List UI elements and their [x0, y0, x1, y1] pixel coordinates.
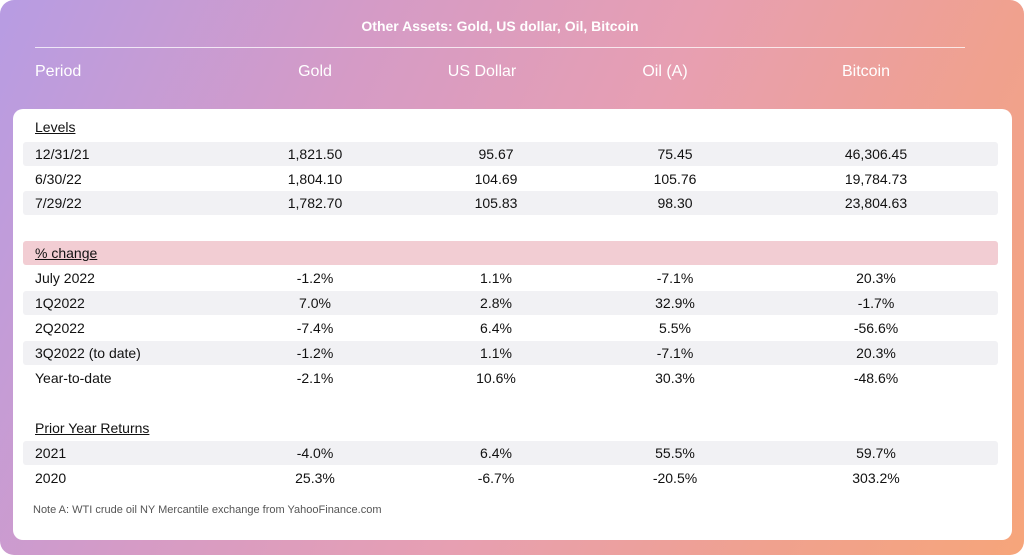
gold-value: 1,821.50	[287, 146, 343, 162]
table-row: 2Q2022 -7.4% 6.4% 5.5% -56.6%	[23, 316, 998, 340]
section-header-percent-change: % change	[23, 241, 998, 265]
us-dollar-value: 1.1%	[480, 270, 512, 286]
us-dollar-value: -6.7%	[477, 470, 515, 486]
oil-value: 105.76	[653, 171, 697, 187]
bitcoin-value: 20.3%	[856, 270, 896, 286]
us-dollar-value: 10.6%	[476, 370, 516, 386]
table-row: 3Q2022 (to date) -1.2% 1.1% -7.1% 20.3%	[23, 341, 998, 365]
oil-value: 30.3%	[655, 370, 695, 386]
bitcoin-value: 303.2%	[852, 470, 900, 486]
us-dollar-value: 105.83	[474, 195, 518, 211]
gold-value: -4.0%	[296, 445, 334, 461]
table-row: 12/31/21 1,821.50 95.67 75.45 46,306.45	[23, 142, 998, 166]
row-label: 12/31/21	[35, 146, 90, 162]
table-title: Other Assets: Gold, US dollar, Oil, Bitc…	[361, 18, 639, 34]
bitcoin-value: 23,804.63	[844, 195, 908, 211]
header-bitcoin: Bitcoin	[841, 63, 891, 80]
gold-value: 7.0%	[299, 295, 331, 311]
us-dollar-value: 6.4%	[480, 445, 512, 461]
oil-value: -20.5%	[652, 470, 698, 486]
gold-value: -2.1%	[296, 370, 334, 386]
oil-value: -7.1%	[656, 270, 694, 286]
table-row: Year-to-date -2.1% 10.6% 30.3% -48.6%	[23, 366, 998, 390]
oil-value: 55.5%	[655, 445, 695, 461]
oil-value: 75.45	[657, 146, 693, 162]
bitcoin-value: -48.6%	[853, 370, 899, 386]
row-label: 7/29/22	[35, 195, 82, 211]
gold-value: 1,804.10	[287, 171, 343, 187]
oil-value: 32.9%	[655, 295, 695, 311]
row-label: July 2022	[35, 270, 95, 286]
column-header-row: Period Gold US Dollar Oil (A) Bitcoin	[0, 63, 1024, 87]
bitcoin-value: -56.6%	[853, 320, 899, 336]
oil-value: 98.30	[657, 195, 693, 211]
section-title-prior-year-returns: Prior Year Returns	[35, 420, 150, 436]
gold-value: -7.4%	[296, 320, 334, 336]
row-label: Year-to-date	[35, 370, 112, 386]
section-title-percent-change: % change	[35, 245, 98, 261]
footnote: Note A: WTI crude oil NY Mercantile exch…	[33, 504, 382, 516]
row-label: 2Q2022	[35, 320, 85, 336]
data-table-card: Levels 12/31/21 1,821.50 95.67 75.45 46,…	[13, 109, 1012, 540]
us-dollar-value: 1.1%	[480, 345, 512, 361]
header-us-dollar: US Dollar	[447, 63, 517, 80]
us-dollar-value: 95.67	[478, 146, 514, 162]
header-gold: Gold	[298, 63, 332, 80]
gold-value: 25.3%	[295, 470, 335, 486]
table-row: 6/30/22 1,804.10 104.69 105.76 19,784.73	[23, 167, 998, 191]
bitcoin-value: 19,784.73	[844, 171, 908, 187]
bitcoin-value: 46,306.45	[844, 146, 908, 162]
table-row: 2020 25.3% -6.7% -20.5% 303.2%	[23, 466, 998, 490]
gold-value: -1.2%	[296, 345, 334, 361]
table-row: 1Q2022 7.0% 2.8% 32.9% -1.7%	[23, 291, 998, 315]
gold-value: -1.2%	[296, 270, 334, 286]
row-label: 1Q2022	[35, 295, 85, 311]
row-label: 2020	[35, 470, 67, 486]
bitcoin-value: 20.3%	[856, 345, 896, 361]
header-oil: Oil (A)	[642, 63, 688, 80]
row-label: 3Q2022 (to date)	[35, 345, 141, 361]
row-label: 6/30/22	[35, 171, 82, 187]
oil-value: -7.1%	[656, 345, 694, 361]
us-dollar-value: 6.4%	[480, 320, 512, 336]
section-title-levels: Levels	[35, 119, 76, 135]
table-row: July 2022 -1.2% 1.1% -7.1% 20.3%	[23, 266, 998, 290]
bitcoin-value: 59.7%	[856, 445, 896, 461]
gold-value: 1,782.70	[287, 195, 343, 211]
table-row: 2021 -4.0% 6.4% 55.5% 59.7%	[23, 441, 998, 465]
us-dollar-value: 104.69	[474, 171, 518, 187]
oil-value: 5.5%	[659, 320, 691, 336]
table-row: 7/29/22 1,782.70 105.83 98.30 23,804.63	[23, 191, 998, 215]
title-divider	[35, 47, 965, 48]
us-dollar-value: 2.8%	[480, 295, 512, 311]
header-period: Period	[35, 63, 82, 80]
bitcoin-value: -1.7%	[857, 295, 895, 311]
row-label: 2021	[35, 445, 67, 461]
